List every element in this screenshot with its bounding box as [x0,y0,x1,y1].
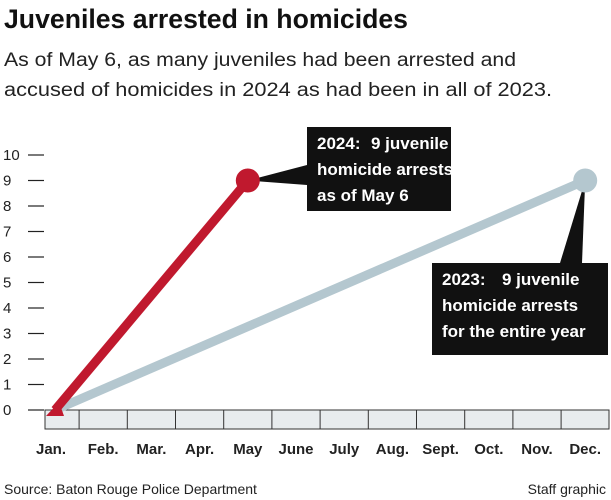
annotation-box [432,263,608,355]
annotation-text: 9 juvenile [502,270,579,289]
x-tick-label: June [278,441,313,458]
annotation-text: homicide arrests [442,296,578,315]
x-tick-label: Aug. [376,441,409,458]
x-tick-label: Jan. [36,441,66,458]
y-tick-label: 7 [3,224,11,241]
annotation-text: 9 juvenile [371,134,448,153]
credit: Staff graphic [528,481,606,497]
start-point [46,402,64,416]
end-point [235,168,260,193]
x-tick-label: May [233,441,263,458]
annotation-text: homicide arrests [317,160,453,179]
chart-title: Juveniles arrested in homicides [4,4,408,34]
annotation-label: 2024: [317,134,360,153]
end-point [573,168,598,193]
y-tick-label: 9 [3,173,11,190]
subtitle: As of May 6, as many juveniles had been … [4,50,516,71]
annotation-pointer [560,180,586,263]
annotation-text: for the entire year [442,322,586,341]
x-tick-label: Dec. [569,441,601,458]
annotation-text: as of May 6 [317,186,409,205]
y-tick-label: 8 [3,198,11,215]
y-tick-label: 10 [3,147,20,164]
x-tick-label: Nov. [521,441,552,458]
month-strip [44,409,610,430]
y-tick-label: 5 [3,275,11,292]
x-tick-label: Sept. [422,441,459,458]
x-tick-label: Oct. [474,441,503,458]
y-tick-label: 0 [3,402,11,419]
annotation: 2024: 9 juvenile homicide arrests as of May… [247,127,453,211]
y-tick-label: 3 [3,326,11,343]
series-line [51,177,252,413]
subtitle: accused of homicides in 2024 as had been… [4,80,552,101]
annotation-box [307,127,451,211]
source: Source: Baton Rouge Police Department [4,481,257,497]
x-tick-label: July [329,441,360,458]
series-line [53,176,587,415]
y-tick-label: 1 [3,377,11,394]
y-tick-label: 2 [3,351,11,368]
annotation-pointer [247,165,307,185]
annotation: 2023: 9 juvenile homicide arrests for the e… [432,180,608,355]
x-tick-label: Mar. [136,441,166,458]
annotation-label: 2023: [442,270,485,289]
x-tick-label: Feb. [88,441,119,458]
y-tick-label: 6 [3,249,11,266]
x-tick-label: Apr. [185,441,214,458]
y-tick-label: 4 [3,300,11,317]
